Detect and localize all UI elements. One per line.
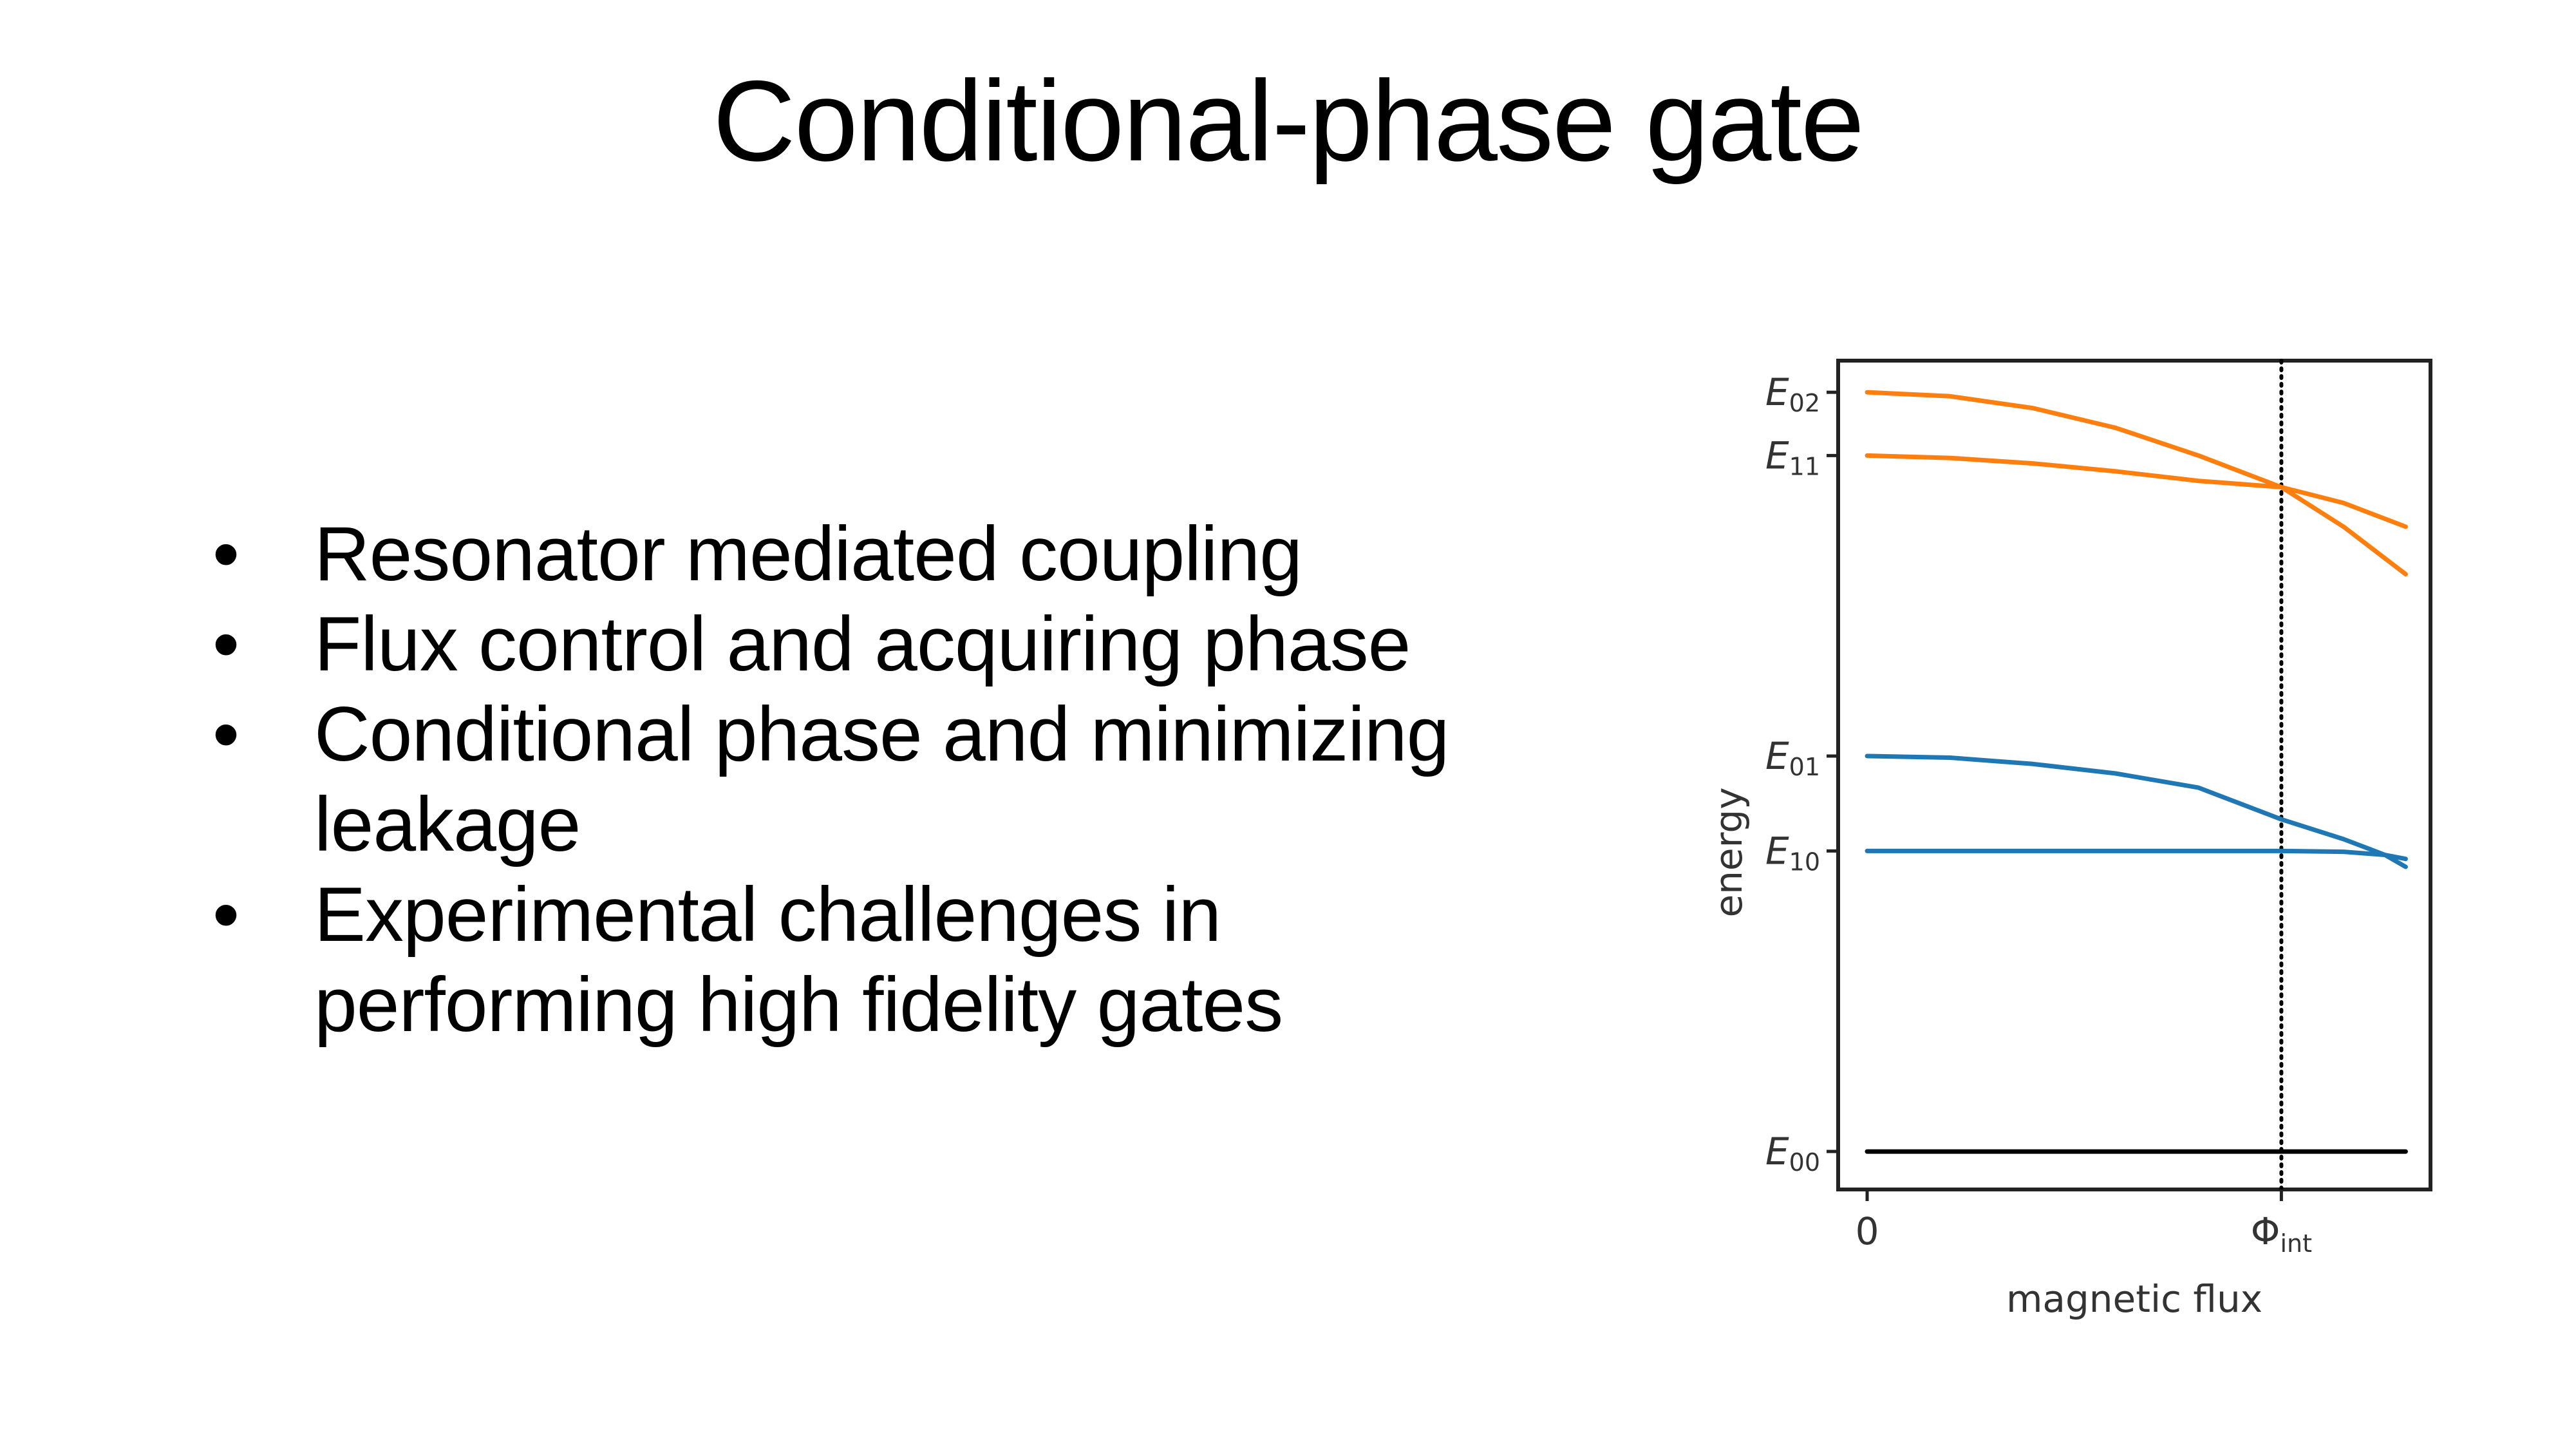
x-axis-label: magnetic flux <box>2006 1277 2262 1321</box>
y-tick-label: E02 <box>1765 370 1820 417</box>
bullet-text: Resonator mediated coupling <box>314 511 1302 597</box>
x-tick-label: Φint <box>2251 1209 2312 1258</box>
bullet-item: • Resonator mediated coupling <box>212 509 1468 599</box>
bullet-marker: • <box>212 871 240 958</box>
energy-flux-chart: E00 E10 E01 E11 E02 0 Φint magnetic flux energy <box>1674 335 2498 1340</box>
y-tick-label: E10 <box>1765 829 1820 876</box>
bullet-marker: • <box>212 511 240 597</box>
bullet-marker: • <box>212 601 240 687</box>
chart-svg: E00 E10 E01 E11 E02 0 Φint magnetic flux energy <box>1707 359 2432 1321</box>
y-tick-label: E11 <box>1765 433 1820 480</box>
bullet-list: • Resonator mediated coupling • Flux con… <box>212 509 1468 1050</box>
series-line-1 <box>1865 453 2408 529</box>
bullet-text: Flux control and acquiring phase <box>314 601 1411 687</box>
series-line-3 <box>1865 848 2408 869</box>
plot-frame <box>1836 359 2432 1191</box>
bullet-item: • Conditional phase and minimizing leaka… <box>212 689 1468 869</box>
bullet-text: Conditional phase and minimizing leakage <box>314 691 1449 867</box>
bullet-item: • Flux control and acquiring phase <box>212 599 1468 689</box>
y-tick-label: E01 <box>1765 734 1820 781</box>
slide-title: Conditional-phase gate <box>713 57 1865 185</box>
y-axis-label: energy <box>1707 787 1751 917</box>
x-tick-label: 0 <box>1856 1209 1879 1253</box>
y-tick-label: E00 <box>1765 1130 1820 1177</box>
bullet-marker: • <box>212 691 240 777</box>
series-line-0 <box>1865 390 2408 577</box>
series-line-2 <box>1865 753 2408 862</box>
bullet-item: • Experimental challenges in performing … <box>212 869 1468 1050</box>
bullet-text: Experimental challenges in performing hi… <box>314 871 1283 1048</box>
